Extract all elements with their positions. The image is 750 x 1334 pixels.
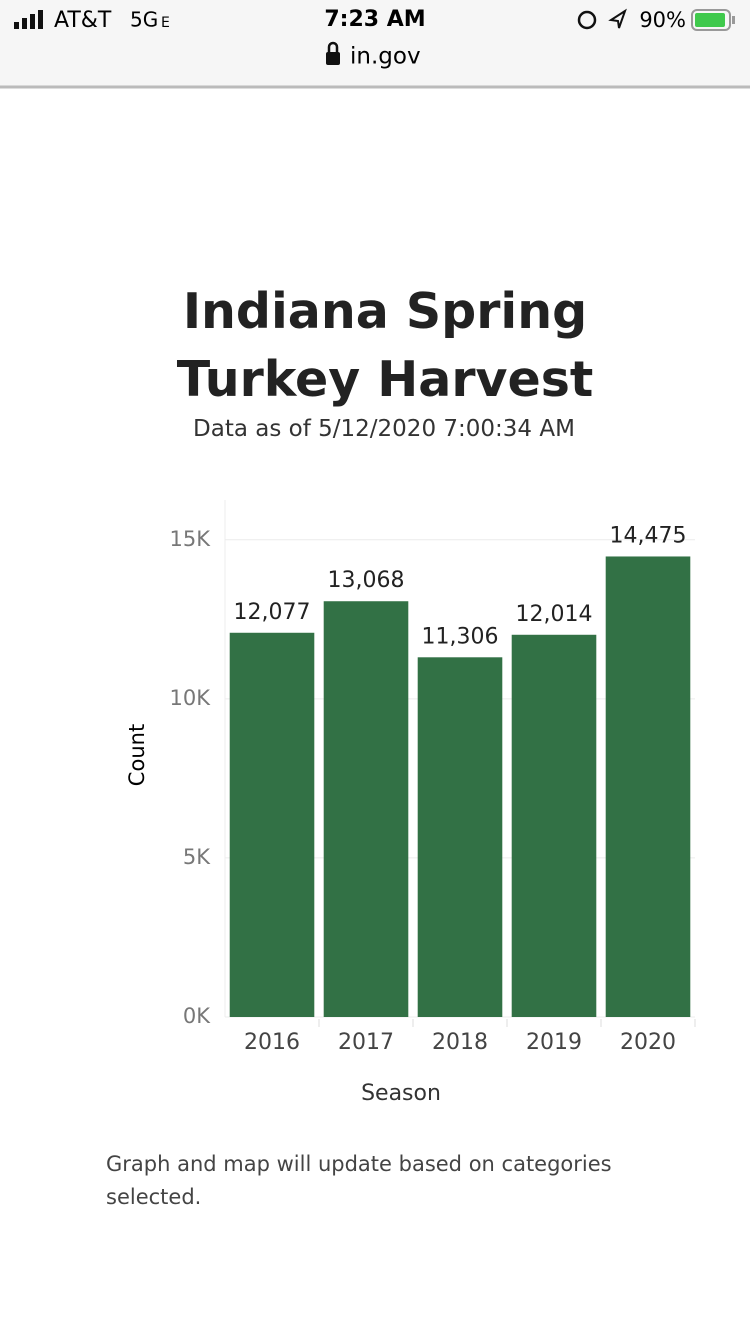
network: 5G [130, 8, 158, 32]
bar [323, 601, 409, 1017]
battery-tip [732, 16, 735, 24]
chart-title: Indiana Spring Turkey Harvest [176, 283, 594, 408]
value-label: 14,475 [610, 523, 687, 548]
bar [511, 634, 597, 1017]
carrier: AT&T [54, 8, 112, 33]
x-tick-label: 2020 [620, 1030, 676, 1055]
value-label: 12,014 [516, 602, 593, 627]
bar [229, 632, 315, 1017]
signal-icon [14, 10, 43, 29]
note: Graph and map will update based on categ… [106, 1152, 612, 1209]
y-tick-label: 10K [170, 686, 212, 710]
value-label: 11,306 [422, 624, 499, 649]
battery-level [695, 13, 725, 27]
chart-subtitle: Data as of 5/12/2020 7:00:34 AM [193, 416, 575, 442]
value-label: 13,068 [328, 568, 405, 593]
y-tick-label: 0K [183, 1004, 211, 1028]
lock-icon [326, 41, 340, 65]
x-tick-label: 2016 [244, 1030, 300, 1055]
location-icon [608, 8, 627, 29]
time: 7:23 AM [324, 7, 425, 32]
network-suffix: E [161, 15, 170, 31]
bar [605, 556, 691, 1017]
x-tick-label: 2018 [432, 1030, 488, 1055]
rotation-lock-icon [577, 10, 597, 30]
y-axis-title: Count [125, 724, 149, 786]
status-bar-bg [0, 0, 750, 86]
x-axis-title: Season [361, 1081, 441, 1106]
value-label: 12,077 [234, 600, 311, 625]
battery-text: 90% [639, 8, 686, 32]
x-tick-label: 2019 [526, 1030, 582, 1055]
y-tick-label: 5K [183, 845, 211, 869]
x-tick-label: 2017 [338, 1030, 394, 1055]
url[interactable]: in.gov [350, 44, 421, 70]
y-tick-label: 15K [170, 527, 212, 551]
battery-icon [691, 9, 731, 31]
bar [417, 657, 503, 1017]
